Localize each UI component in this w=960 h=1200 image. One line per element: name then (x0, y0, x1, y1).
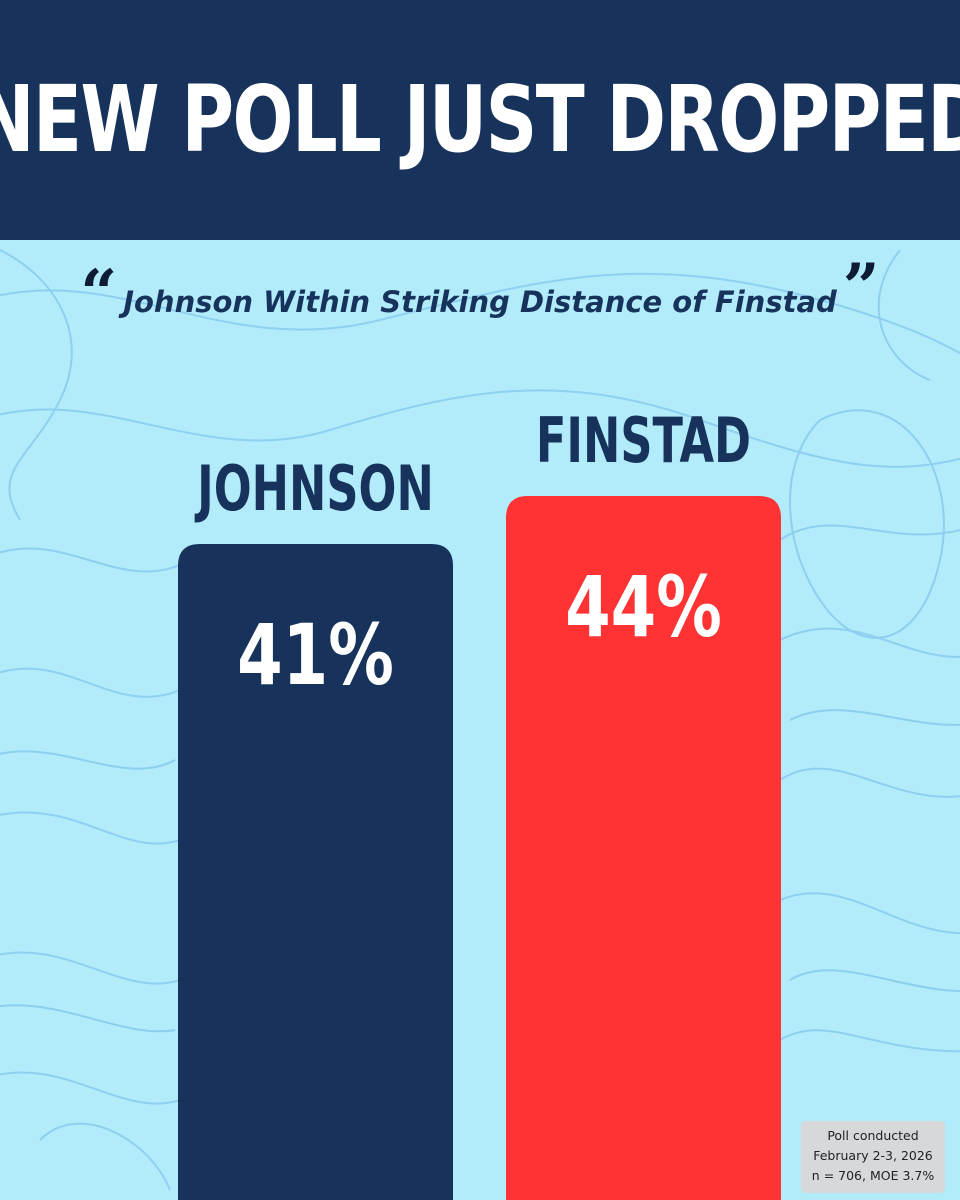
close-quote-mark: ” (842, 250, 880, 325)
bar-value-finstad: 44% (565, 558, 722, 656)
bar-value-johnson: 41% (237, 606, 394, 704)
candidate-label-johnson: JOHNSON (194, 453, 434, 525)
footnote-line-3: n = 706, MOE 3.7% (811, 1168, 935, 1183)
bar-johnson (178, 544, 453, 1200)
bar-finstad (506, 496, 781, 1200)
open-quote-mark: “ (80, 256, 118, 331)
footnote-line-1: Poll conducted (827, 1128, 919, 1143)
quote-text: Johnson Within Striking Distance of Fins… (123, 285, 837, 319)
poll-footnote: Poll conducted February 2-3, 2026 n = 70… (801, 1121, 945, 1193)
headline: NEW POLL JUST DROPPED (0, 66, 960, 173)
quote: “ Johnson Within Striking Distance of Fi… (0, 256, 960, 342)
footnote-line-2: February 2-3, 2026 (813, 1148, 933, 1163)
header-banner: NEW POLL JUST DROPPED (0, 0, 960, 240)
candidate-label-finstad: FINSTAD (536, 405, 751, 477)
